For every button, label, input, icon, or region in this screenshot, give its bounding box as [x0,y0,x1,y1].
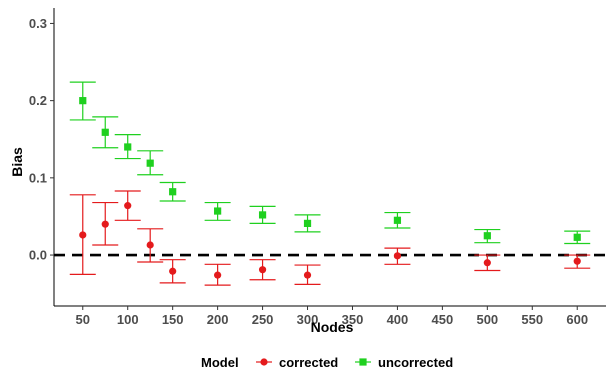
x-tick-label: 550 [521,312,543,327]
data-point-corrected [258,266,267,274]
x-tick-label: 150 [162,312,184,327]
data-point-corrected [169,267,177,275]
data-point-uncorrected [303,219,312,227]
data-point-uncorrected [573,233,581,241]
x-tick-label: 350 [342,312,364,327]
data-point-corrected [146,241,154,249]
data-point-uncorrected [258,211,267,219]
x-tick-label: 400 [387,312,409,327]
data-point-corrected [79,231,87,239]
y-tick-label: 0.0 [29,248,47,263]
series-corrected [69,190,591,286]
x-tick-label: 300 [297,312,319,327]
series-uncorrected [69,81,591,245]
data-point-corrected [124,202,132,210]
legend: Model corrected uncorrected [201,355,453,370]
data-point-corrected [214,271,222,279]
x-tick-label: 600 [566,312,588,327]
legend-key-marker-uncorrected [359,358,367,366]
data-point-uncorrected [146,159,154,167]
y-tick-label: 0.1 [29,170,47,185]
x-tick-label: 250 [252,312,274,327]
legend-key-marker-corrected [260,358,268,366]
data-point-uncorrected [124,143,132,151]
y-tick-label: 0.3 [29,16,47,31]
legend-title: Model [201,355,239,370]
data-point-corrected [483,259,491,267]
axes-group: 0.0 0.1 0.2 0.3 50 100 150 200 250 300 350 400 450 50… [29,8,606,327]
data-point-uncorrected [483,232,491,240]
data-point-corrected [101,220,109,228]
x-tick-label: 50 [76,312,90,327]
data-point-uncorrected [169,188,177,196]
series-group [69,81,591,286]
data-point-corrected [393,252,402,260]
x-tick-label: 200 [207,312,229,327]
x-tick-label: 450 [432,312,454,327]
data-point-uncorrected [101,128,109,136]
data-point-uncorrected [214,207,222,215]
data-point-uncorrected [393,216,402,224]
x-tick-label: 500 [476,312,498,327]
data-point-uncorrected [79,97,87,105]
x-axis-title: Nodes [311,319,354,335]
data-point-corrected [573,257,581,265]
data-point-corrected [303,271,312,279]
y-axis-title: Bias [9,147,25,177]
y-tick-label: 0.2 [29,93,47,108]
legend-label-corrected: corrected [279,355,338,370]
legend-label-uncorrected: uncorrected [378,355,453,370]
x-tick-label: 100 [117,312,139,327]
